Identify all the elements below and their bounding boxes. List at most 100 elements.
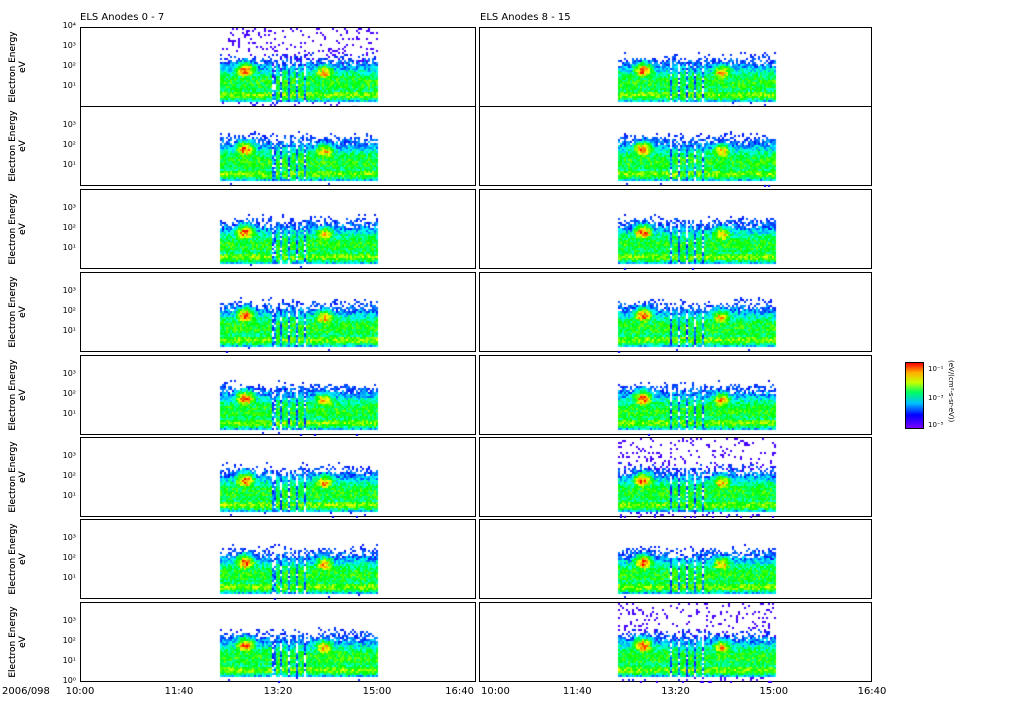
spectrogram-panel-anode-5 <box>80 437 477 518</box>
y-axis-label: Electron Energy eV <box>8 602 28 682</box>
y-axis-title: Electron Energy <box>8 441 18 513</box>
y-axis-title: Electron Energy <box>8 606 18 678</box>
y-axis-label: Electron Energy eV <box>8 437 28 517</box>
colorbar-tick: 10⁻³ <box>928 394 944 402</box>
spectrogram-panel-anode-9 <box>479 106 873 187</box>
y-axis-title: Electron Energy <box>8 523 18 595</box>
y-tick-label: 10¹ <box>62 573 76 582</box>
y-tick-label: 10¹ <box>62 81 76 90</box>
spectrogram-heatmap <box>480 438 873 518</box>
x-tick-label: 13:20 <box>661 686 690 697</box>
y-axis-title: Electron Energy <box>8 31 18 103</box>
y-axis-title: Electron Energy <box>8 359 18 431</box>
x-tick-label: 16:40 <box>445 686 474 697</box>
spectrogram-heatmap <box>81 273 477 353</box>
y-tick-label: 10² <box>62 140 76 149</box>
y-axis-label: Electron Energy eV <box>8 355 28 435</box>
spectrogram-heatmap <box>81 190 477 270</box>
y-tick-label: 10¹ <box>62 160 76 169</box>
y-tick-label: 10² <box>62 306 76 315</box>
y-tick-label: 10³ <box>62 286 76 295</box>
x-tick-label: 15:00 <box>759 686 789 697</box>
y-tick-label: 10³ <box>62 451 76 460</box>
y-axis-label: Electron Energy eV <box>8 519 28 599</box>
spectrogram-panel-anode-10 <box>479 189 873 270</box>
y-axis-label: Electron Energy eV <box>8 189 28 269</box>
date-label: 2006/098 <box>2 686 50 697</box>
spectrogram-heatmap <box>480 520 873 600</box>
spectrogram-heatmap <box>480 107 873 187</box>
y-tick-label: 10¹ <box>62 243 76 252</box>
y-axis-label: Electron Energy eV <box>8 106 28 186</box>
y-tick-label: 10² <box>62 389 76 398</box>
spectrogram-panel-anode-8 <box>479 27 873 108</box>
y-axis-label: Electron Energy eV <box>8 272 28 352</box>
x-tick-label: 11:40 <box>562 686 592 697</box>
y-tick-label: 10³ <box>62 369 76 378</box>
spectrogram-panel-anode-11 <box>479 272 873 353</box>
x-tick-label: 15:00 <box>362 686 392 697</box>
y-axis-unit: eV <box>18 306 28 318</box>
spectrogram-heatmap <box>480 603 873 683</box>
spectrogram-panel-anode-7 <box>80 602 477 683</box>
y-tick-label: 10⁴ <box>62 21 76 30</box>
y-axis-unit: eV <box>18 140 28 152</box>
spectrogram-panel-anode-3 <box>80 272 477 353</box>
y-axis-label: Electron Energy eV <box>8 27 28 107</box>
spectrogram-panel-anode-0 <box>80 27 477 108</box>
spectrogram-heatmap <box>81 438 477 518</box>
colorbar-tick: 10⁻¹ <box>928 365 944 373</box>
spectrogram-panel-anode-15 <box>479 602 873 683</box>
y-axis-unit: eV <box>18 471 28 483</box>
y-tick-label: 10² <box>62 636 76 645</box>
y-axis-title: Electron Energy <box>8 110 18 182</box>
x-tick-label: 13:20 <box>263 686 293 697</box>
colorbar <box>905 362 924 429</box>
left-column-title: ELS Anodes 0 - 7 <box>80 12 165 23</box>
y-tick-label: 10¹ <box>62 656 76 665</box>
colorbar-tick: 10⁻⁵ <box>928 421 944 429</box>
spectrogram-panel-anode-4 <box>80 355 477 436</box>
right-column-title: ELS Anodes 8 - 15 <box>480 12 571 23</box>
y-tick-label: 10¹ <box>62 326 76 335</box>
spectrogram-heatmap <box>81 520 477 600</box>
y-axis-title: Electron Energy <box>8 276 18 348</box>
y-tick-label: 10² <box>62 223 76 232</box>
spectrogram-heatmap <box>480 356 873 436</box>
y-axis-unit: eV <box>18 223 28 235</box>
x-tick-label: 10:00 <box>65 686 95 697</box>
spectrogram-panel-anode-1 <box>80 106 477 187</box>
y-tick-label: 10³ <box>62 533 76 542</box>
y-tick-label: 10³ <box>62 203 76 212</box>
colorbar-label: (eV/(cm²-s-sr-eV)) <box>947 360 955 423</box>
y-axis-title: Electron Energy <box>8 193 18 265</box>
y-axis-unit: eV <box>18 553 28 565</box>
y-tick-label: 10¹ <box>62 409 76 418</box>
spectrogram-heatmap <box>480 28 873 108</box>
y-axis-unit: eV <box>18 636 28 648</box>
spectrogram-panel-anode-6 <box>80 519 477 600</box>
spectrogram-panel-anode-2 <box>80 189 477 270</box>
y-tick-label: 10¹ <box>62 491 76 500</box>
spectrogram-heatmap <box>480 273 873 353</box>
y-tick-label: 10⁰ <box>62 676 76 685</box>
y-tick-label: 10³ <box>62 120 76 129</box>
y-axis-unit: eV <box>18 389 28 401</box>
spectrogram-heatmap <box>81 603 477 683</box>
spectrogram-panel-anode-13 <box>479 437 873 518</box>
y-tick-label: 10³ <box>62 41 76 50</box>
spectrogram-panel-anode-12 <box>479 355 873 436</box>
x-tick-label: 10:00 <box>481 686 510 697</box>
spectrogram-heatmap <box>81 107 477 187</box>
y-tick-label: 10² <box>62 61 76 70</box>
spectrogram-heatmap <box>480 190 873 270</box>
y-tick-label: 10³ <box>62 616 76 625</box>
spectrogram-heatmap <box>81 28 477 108</box>
y-tick-label: 10² <box>62 553 76 562</box>
spectrogram-panel-anode-14 <box>479 519 873 600</box>
x-tick-label: 16:40 <box>857 686 887 697</box>
y-tick-label: 10² <box>62 471 76 480</box>
x-tick-label: 11:40 <box>164 686 194 697</box>
spectrogram-heatmap <box>81 356 477 436</box>
y-axis-unit: eV <box>18 61 28 73</box>
